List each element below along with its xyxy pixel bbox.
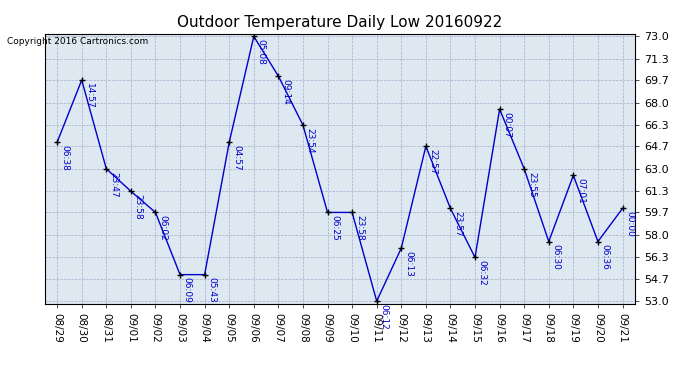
Text: 00:00: 00:00	[625, 211, 634, 237]
Text: 06:02: 06:02	[158, 215, 167, 241]
Text: 06:13: 06:13	[404, 251, 413, 277]
Text: 09:14: 09:14	[281, 79, 290, 105]
Title: Outdoor Temperature Daily Low 20160922: Outdoor Temperature Daily Low 20160922	[177, 15, 502, 30]
Text: 06:32: 06:32	[477, 260, 487, 286]
Text: 23:58: 23:58	[134, 194, 143, 220]
Text: 05:43: 05:43	[208, 278, 217, 303]
Text: 14:57: 14:57	[84, 83, 94, 109]
Text: 05:08: 05:08	[257, 39, 266, 65]
Text: 23:58: 23:58	[355, 215, 364, 241]
Text: 23:47: 23:47	[109, 171, 118, 197]
Text: 07:01: 07:01	[576, 178, 585, 204]
Text: 22:57: 22:57	[428, 149, 437, 175]
Text: 23:55: 23:55	[527, 171, 536, 197]
Text: 23:54: 23:54	[306, 128, 315, 153]
Text: Copyright 2016 Cartronics.com: Copyright 2016 Cartronics.com	[7, 38, 148, 46]
Text: 06:12: 06:12	[380, 304, 388, 330]
Text: 06:36: 06:36	[601, 244, 610, 270]
Text: 00:07: 00:07	[502, 112, 511, 138]
Text: 06:09: 06:09	[183, 278, 192, 303]
Text: 06:25: 06:25	[331, 215, 339, 241]
Text: 06:30: 06:30	[551, 244, 560, 270]
Text: Temperature (°F): Temperature (°F)	[510, 24, 604, 34]
Text: 23:57: 23:57	[453, 211, 462, 237]
Text: 04:57: 04:57	[232, 145, 241, 171]
Text: 06:38: 06:38	[60, 145, 69, 171]
